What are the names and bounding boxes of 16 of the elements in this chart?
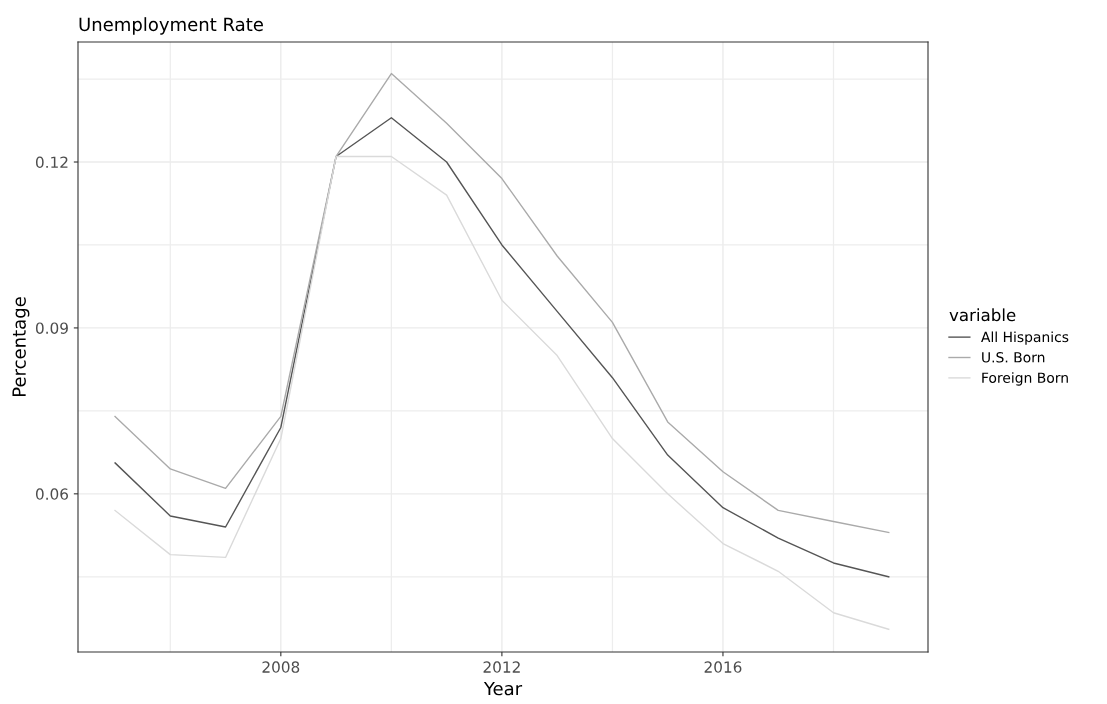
x-tick-label: 2016 bbox=[704, 661, 742, 673]
line-series bbox=[114, 72, 890, 534]
legend-label: All Hispanics bbox=[981, 331, 1069, 345]
legend-label: U.S. Born bbox=[982, 352, 1045, 363]
legend-label: Foreign Born bbox=[982, 372, 1068, 386]
y-tick-label: 0.09 bbox=[35, 322, 68, 334]
line-series bbox=[114, 155, 890, 631]
x-tick-label: 2008 bbox=[262, 661, 300, 673]
y-tick-label: 0.12 bbox=[35, 156, 68, 169]
y-tick-label: 0.06 bbox=[35, 488, 69, 500]
chart-title: Unemployment Rate bbox=[79, 17, 263, 35]
x-tick-label: 2012 bbox=[483, 661, 520, 673]
x-axis-title: Year bbox=[483, 681, 523, 696]
legend-title: variable bbox=[949, 308, 1016, 322]
y-axis-title: Percentage bbox=[12, 297, 30, 397]
line-series bbox=[114, 117, 890, 578]
